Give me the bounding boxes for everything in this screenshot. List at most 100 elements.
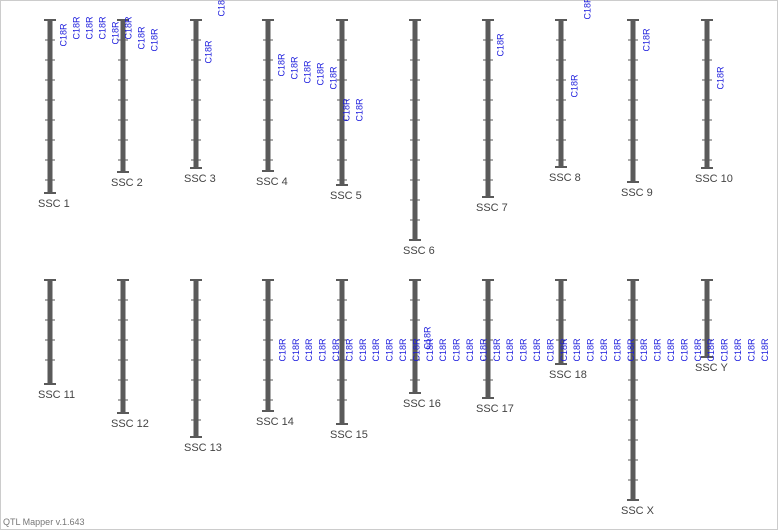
- chromosome-label: SSC 16: [403, 398, 441, 410]
- chromosome-label: SSC 17: [476, 403, 514, 415]
- qtl-label: C18R: [679, 338, 689, 362]
- qtl-label: C18R: [582, 0, 592, 20]
- chromosome-bar: [485, 20, 491, 197]
- chromosome-bar: [704, 20, 710, 168]
- chromosome-label: SSC 1: [38, 198, 70, 210]
- qtl-label: C18R: [58, 23, 68, 47]
- qtl-label: C18R: [149, 28, 159, 52]
- chromosome-bar: [47, 20, 53, 193]
- qtl-label: C18R: [532, 338, 542, 362]
- qtl-label: C18R: [385, 338, 395, 362]
- chromosome-bar: [630, 280, 636, 500]
- qtl-label: C18R: [492, 338, 502, 362]
- chromosome: [336, 19, 348, 186]
- qtl-label: C18R: [291, 338, 301, 362]
- qtl-label: C18R: [328, 66, 338, 90]
- qtl-label: C18R: [599, 338, 609, 362]
- qtl-label: C18R: [733, 338, 743, 362]
- chromosome: [409, 19, 421, 241]
- qtl-label: C18R: [422, 326, 432, 350]
- qtl-label: C18R: [495, 33, 505, 57]
- chromosome: [555, 279, 567, 365]
- chromosome-bar: [120, 20, 126, 172]
- qtl-label: C18R: [277, 338, 287, 362]
- qtl-label: C18R: [425, 338, 435, 362]
- qtl-label: C18R: [358, 338, 368, 362]
- qtl-label: C18R: [569, 74, 579, 98]
- chromosome-bar: [485, 280, 491, 398]
- qtl-label: C18R: [331, 338, 341, 362]
- qtl-label: C18R: [653, 338, 663, 362]
- qtl-label: C18R: [110, 21, 120, 45]
- qtl-label: C18R: [760, 338, 770, 362]
- chromosome-bar: [265, 280, 271, 411]
- chromosome-bar: [339, 280, 345, 424]
- chromosome-bar: [193, 20, 199, 168]
- qtl-label: C18R: [519, 338, 529, 362]
- qtl-label: C18R: [341, 98, 351, 122]
- chromosome-label: SSC 15: [330, 429, 368, 441]
- chromosome: [190, 19, 202, 169]
- qtl-label: C18R: [216, 0, 226, 17]
- chromosome-bar: [412, 280, 418, 393]
- qtl-label: C18R: [465, 338, 475, 362]
- qtl-label: C18R: [318, 338, 328, 362]
- chromosome: [627, 19, 639, 183]
- qtl-label: C18R: [398, 338, 408, 362]
- qtl-label: C18R: [344, 338, 354, 362]
- qtl-label: C18R: [715, 66, 725, 90]
- qtl-label: C18R: [71, 16, 81, 40]
- qtl-label: C18R: [626, 338, 636, 362]
- chromosome-bar: [630, 20, 636, 182]
- qtl-label: C18R: [84, 16, 94, 40]
- qtl-label: C18R: [505, 338, 515, 362]
- chromosome: [44, 279, 56, 385]
- chromosome-label: SSC 4: [256, 176, 288, 188]
- qtl-label: C18R: [97, 16, 107, 40]
- chromosome-label: SSC 13: [184, 442, 222, 454]
- qtl-label: C18R: [136, 26, 146, 50]
- chromosome-label: SSC 9: [621, 187, 653, 199]
- qtl-label: C18R: [586, 338, 596, 362]
- qtl-label: C18R: [123, 16, 133, 40]
- chromosome: [627, 279, 639, 501]
- chromosome: [701, 19, 713, 169]
- qtl-label: C18R: [354, 98, 364, 122]
- qtl-label: C18R: [706, 338, 716, 362]
- chromosome-label: SSC 12: [111, 418, 149, 430]
- qtl-label: C18R: [411, 338, 421, 362]
- chromosome: [336, 279, 348, 425]
- chromosome-label: SSC 6: [403, 245, 435, 257]
- chromosome: [482, 279, 494, 399]
- chromosome-label: SSC 18: [549, 369, 587, 381]
- qtl-label: C18R: [438, 338, 448, 362]
- qtl-label: C18R: [693, 338, 703, 362]
- footer: QTL Mapper v.1.643: [3, 517, 85, 527]
- qtl-label: C18R: [289, 56, 299, 80]
- qtl-label: C18R: [720, 338, 730, 362]
- chromosome-bar: [120, 280, 126, 413]
- chromosome-bar: [339, 20, 345, 185]
- chromosome-label: SSC 2: [111, 177, 143, 189]
- chromosome-label: SSC 5: [330, 190, 362, 202]
- chromosome-label: SSC 8: [549, 172, 581, 184]
- chromosome-label: SSC 3: [184, 173, 216, 185]
- qtl-label: C18R: [276, 53, 286, 77]
- chromosome-bar: [704, 280, 710, 357]
- chromosome-label: SSC Y: [695, 362, 728, 374]
- chromosome: [482, 19, 494, 198]
- qtl-label: C18R: [452, 338, 462, 362]
- chromosome: [262, 19, 274, 172]
- qtl-label: C18R: [203, 40, 213, 64]
- qtl-label: C18R: [572, 338, 582, 362]
- qtl-label: C18R: [545, 338, 555, 362]
- chromosome-bar: [193, 280, 199, 437]
- chromosome-label: SSC 10: [695, 173, 733, 185]
- chromosome-bar: [47, 280, 53, 384]
- qtl-label: C18R: [478, 338, 488, 362]
- chromosome: [701, 279, 713, 358]
- qtl-label: C18R: [304, 338, 314, 362]
- qtl-label: C18R: [559, 338, 569, 362]
